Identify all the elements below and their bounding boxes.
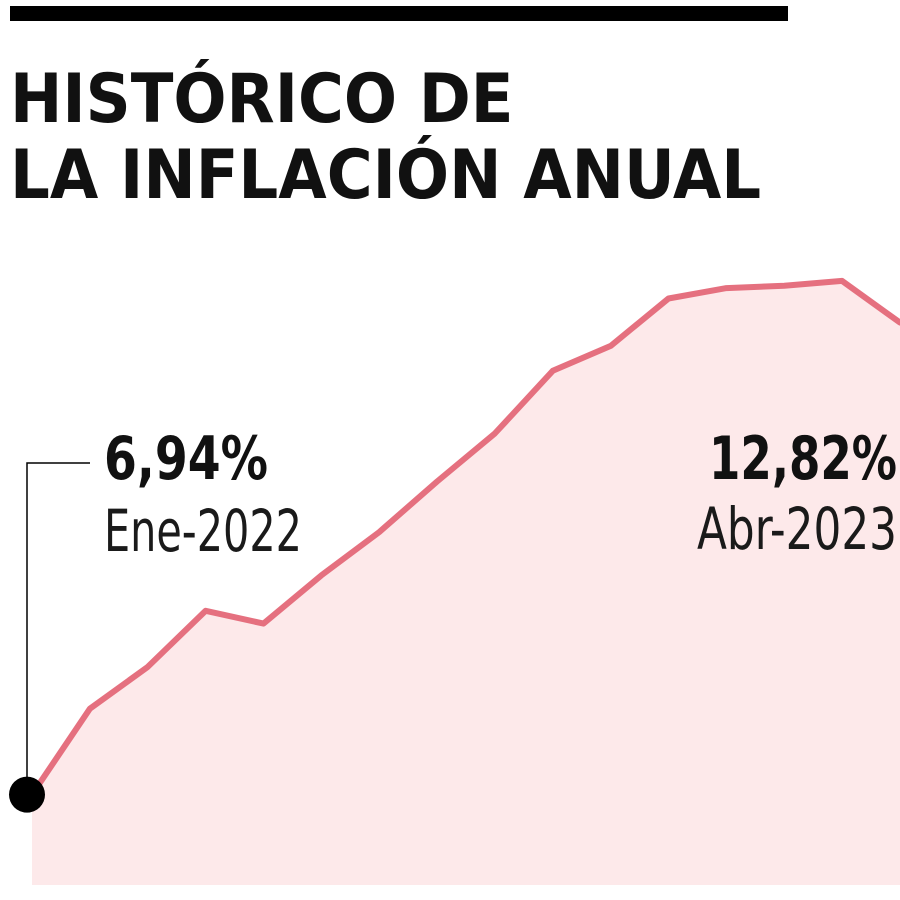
chart-title: HISTÓRICO DE LA INFLACIÓN ANUAL bbox=[10, 60, 762, 215]
start-value-label: 6,94% bbox=[104, 424, 268, 494]
chart-point-Ago-2022 bbox=[434, 479, 440, 485]
chart-point-Nov-2022 bbox=[608, 343, 614, 349]
end-date-label: Abr-2023 bbox=[697, 495, 897, 563]
chart-point-Jul-2022 bbox=[376, 529, 382, 535]
chart-point-Feb-2023 bbox=[781, 283, 787, 289]
chart-point-Mar-2023 bbox=[839, 278, 845, 284]
chart-area-fill bbox=[32, 280, 900, 885]
chart-point-Jun-2022 bbox=[318, 572, 324, 578]
top-rule bbox=[10, 6, 788, 21]
start-marker-dot bbox=[9, 776, 45, 813]
chart-point-Dic-2022 bbox=[666, 296, 672, 302]
end-value-label: 12,82% bbox=[709, 424, 897, 494]
chart-point-Sep-2022 bbox=[492, 430, 498, 436]
start-date-label: Ene-2022 bbox=[104, 497, 302, 565]
chart-point-Ene-2023 bbox=[723, 285, 729, 291]
chart-point-Mar-2022 bbox=[145, 664, 151, 670]
chart-title-line-2: LA INFLACIÓN ANUAL bbox=[10, 136, 762, 215]
chart-title-line-1: HISTÓRICO DE bbox=[10, 60, 514, 139]
start-leader-line bbox=[26, 462, 90, 795]
chart-point-Feb-2022 bbox=[87, 706, 93, 712]
chart-point-May-2022 bbox=[261, 621, 267, 627]
chart-series-line bbox=[29, 277, 900, 798]
chart-point-Oct-2022 bbox=[550, 368, 556, 374]
chart-point-Abr-2022 bbox=[203, 608, 209, 614]
